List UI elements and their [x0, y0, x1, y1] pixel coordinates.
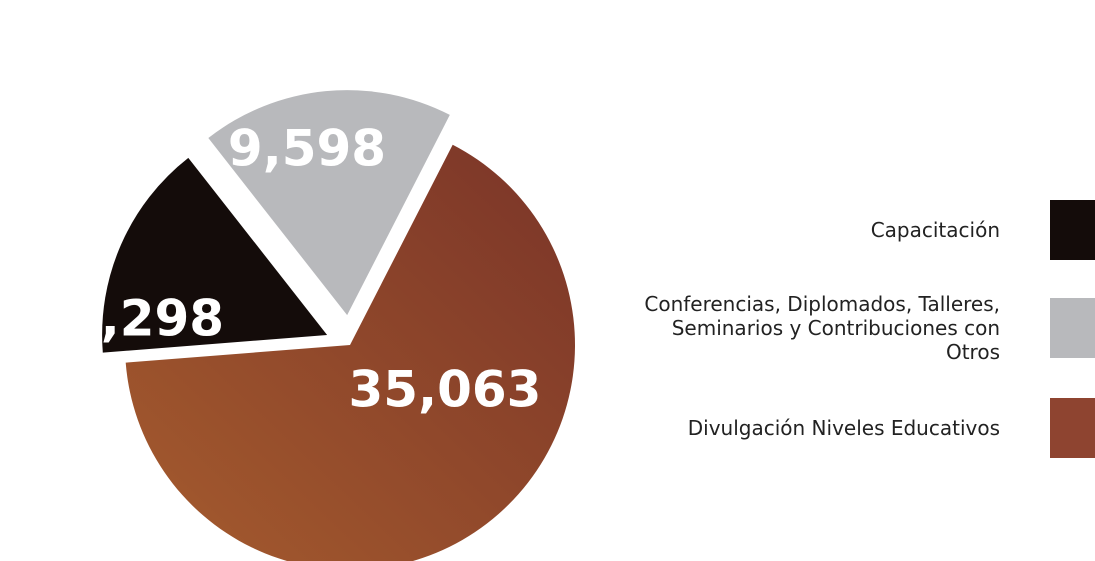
data-label: 9,598 — [228, 120, 386, 178]
legend-swatch — [1050, 398, 1095, 458]
data-label: 8,298 — [66, 290, 224, 348]
pie-slice — [102, 157, 328, 353]
pie-slice — [208, 90, 450, 316]
legend-label: Conferencias, Diplomados, Talleres, Semi… — [644, 292, 1000, 364]
legend-swatch — [1050, 200, 1095, 260]
legend-label: Capacitación — [870, 218, 1000, 242]
data-label: 35,063 — [349, 361, 542, 419]
legend-label: Divulgación Niveles Educativos — [687, 416, 1000, 440]
pie-slice — [125, 144, 575, 561]
legend-swatch — [1050, 298, 1095, 358]
